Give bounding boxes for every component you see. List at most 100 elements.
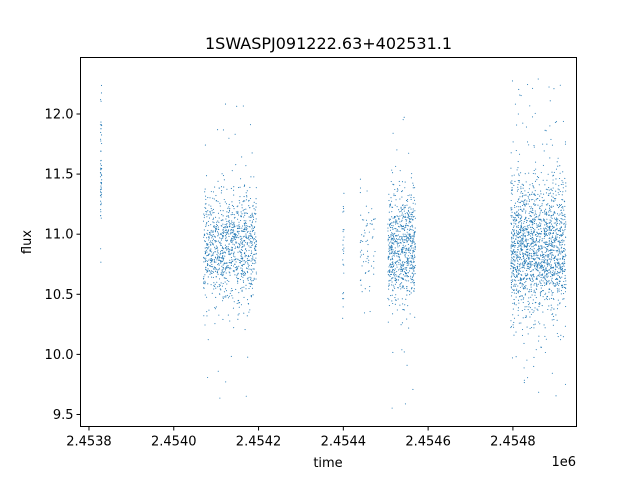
data-point: [524, 218, 526, 220]
data-point: [399, 170, 401, 172]
data-point: [403, 287, 405, 289]
data-point: [209, 270, 211, 272]
data-point: [250, 252, 252, 255]
data-point: [531, 264, 533, 266]
data-point: [214, 186, 216, 188]
data-point: [241, 239, 243, 241]
data-point: [541, 230, 543, 232]
data-point: [211, 276, 213, 278]
data-point: [220, 225, 222, 227]
data-point: [552, 175, 554, 177]
data-point: [513, 279, 515, 281]
data-point: [533, 244, 535, 246]
data-point: [521, 240, 523, 242]
data-point: [391, 246, 393, 248]
data-point: [240, 178, 242, 180]
data-point: [224, 232, 226, 234]
data-point: [541, 252, 543, 254]
data-point: [535, 234, 537, 236]
data-point: [516, 233, 519, 235]
data-point: [412, 251, 414, 253]
data-point: [521, 309, 523, 312]
data-point: [545, 221, 547, 223]
data-point: [565, 306, 567, 308]
data-point: [520, 262, 522, 264]
data-point: [248, 235, 250, 237]
data-point: [544, 220, 546, 222]
data-point: [408, 218, 410, 220]
data-point: [564, 270, 566, 272]
data-point: [239, 251, 241, 253]
data-point: [524, 204, 526, 206]
data-point: [207, 229, 209, 231]
data-point: [241, 264, 243, 266]
data-point: [564, 226, 566, 229]
data-point: [397, 225, 400, 227]
data-point: [230, 241, 232, 243]
data-point: [536, 284, 538, 287]
data-point: [517, 240, 519, 242]
data-point: [550, 309, 552, 311]
data-point: [401, 226, 403, 228]
data-point: [390, 266, 392, 268]
data-point: [555, 190, 557, 192]
data-point: [393, 286, 395, 288]
data-point: [512, 250, 514, 252]
data-point: [361, 291, 363, 293]
data-point: [222, 237, 224, 239]
data-point: [233, 265, 235, 267]
data-point: [540, 291, 542, 293]
data-point: [519, 281, 521, 283]
data-point: [217, 370, 219, 372]
data-point: [513, 174, 515, 176]
data-point: [214, 241, 216, 243]
data-point: [206, 271, 208, 273]
data-point: [513, 217, 515, 219]
data-point: [401, 269, 404, 272]
data-point: [251, 228, 253, 230]
data-point: [252, 215, 254, 217]
data-point: [516, 251, 519, 253]
data-point: [552, 196, 554, 198]
data-point: [203, 261, 205, 263]
data-point: [531, 248, 533, 250]
data-point: [525, 126, 527, 128]
data-point: [538, 335, 540, 337]
data-point: [532, 172, 534, 175]
data-point: [221, 256, 223, 259]
data-point: [559, 229, 561, 231]
data-point: [534, 241, 536, 243]
data-point: [411, 218, 413, 220]
data-point: [525, 316, 527, 318]
data-point: [523, 367, 525, 369]
data-point: [511, 216, 513, 218]
data-point: [537, 177, 540, 179]
data-point: [515, 223, 517, 225]
data-point: [205, 257, 207, 259]
data-point: [514, 235, 516, 237]
data-point: [521, 196, 523, 198]
data-point: [100, 188, 102, 190]
data-point: [542, 311, 544, 313]
data-point: [400, 226, 402, 228]
data-point: [518, 175, 520, 177]
data-point: [408, 217, 410, 219]
data-point: [228, 262, 230, 264]
data-point: [401, 282, 403, 284]
data-point: [392, 222, 394, 224]
data-point: [237, 267, 239, 269]
data-point: [219, 253, 221, 255]
data-point: [550, 255, 553, 257]
data-point: [394, 268, 396, 270]
data-point: [237, 251, 239, 253]
data-point: [564, 253, 566, 255]
data-point: [226, 231, 228, 233]
data-point: [542, 269, 545, 271]
data-point: [512, 263, 515, 265]
data-point: [543, 324, 545, 326]
data-point: [542, 280, 544, 282]
data-point: [255, 206, 257, 208]
data-point: [403, 208, 405, 210]
data-point: [410, 264, 412, 266]
data-point: [393, 195, 395, 197]
